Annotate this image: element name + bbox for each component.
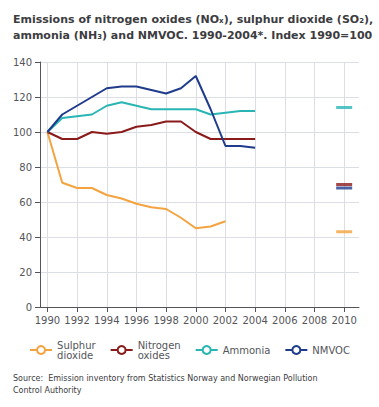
svg-text:dioxide: dioxide — [57, 350, 93, 361]
svg-text:40: 40 — [19, 232, 32, 243]
svg-text:2000: 2000 — [183, 315, 208, 326]
svg-text:20: 20 — [19, 267, 32, 278]
svg-text:0: 0 — [26, 302, 32, 313]
svg-text:Emissions of nitrogen oxides (: Emissions of nitrogen oxides (NOₓ), sulp… — [13, 13, 373, 26]
svg-text:2010: 2010 — [331, 315, 356, 326]
svg-text:2002: 2002 — [213, 315, 238, 326]
svg-text:oxides: oxides — [138, 350, 170, 361]
svg-text:NMVOC: NMVOC — [312, 345, 350, 356]
svg-text:2008: 2008 — [302, 315, 327, 326]
svg-text:Sulphur: Sulphur — [57, 339, 96, 351]
svg-text:1998: 1998 — [153, 315, 178, 326]
svg-text:120: 120 — [13, 92, 32, 103]
svg-text:100: 100 — [13, 127, 32, 138]
svg-text:Control Authority: Control Authority — [13, 386, 82, 395]
svg-text:1992: 1992 — [64, 315, 89, 326]
svg-text:1990: 1990 — [35, 315, 60, 326]
svg-text:80: 80 — [19, 162, 32, 173]
svg-text:2006: 2006 — [272, 315, 297, 326]
svg-text:Source: Emission inventory fr: Source: Emission inventory from Statisti… — [13, 374, 318, 383]
svg-text:60: 60 — [19, 197, 32, 208]
svg-text:Nitrogen: Nitrogen — [137, 339, 181, 351]
svg-text:ammonia (NH₃) and NMVOC. 1990-: ammonia (NH₃) and NMVOC. 1990-2004*. Ind… — [13, 29, 373, 42]
svg-text:1996: 1996 — [124, 315, 149, 326]
svg-text:1994: 1994 — [94, 315, 119, 326]
svg-text:140: 140 — [13, 57, 32, 68]
svg-text:Ammonia: Ammonia — [223, 345, 271, 356]
svg-text:2004: 2004 — [242, 315, 267, 326]
